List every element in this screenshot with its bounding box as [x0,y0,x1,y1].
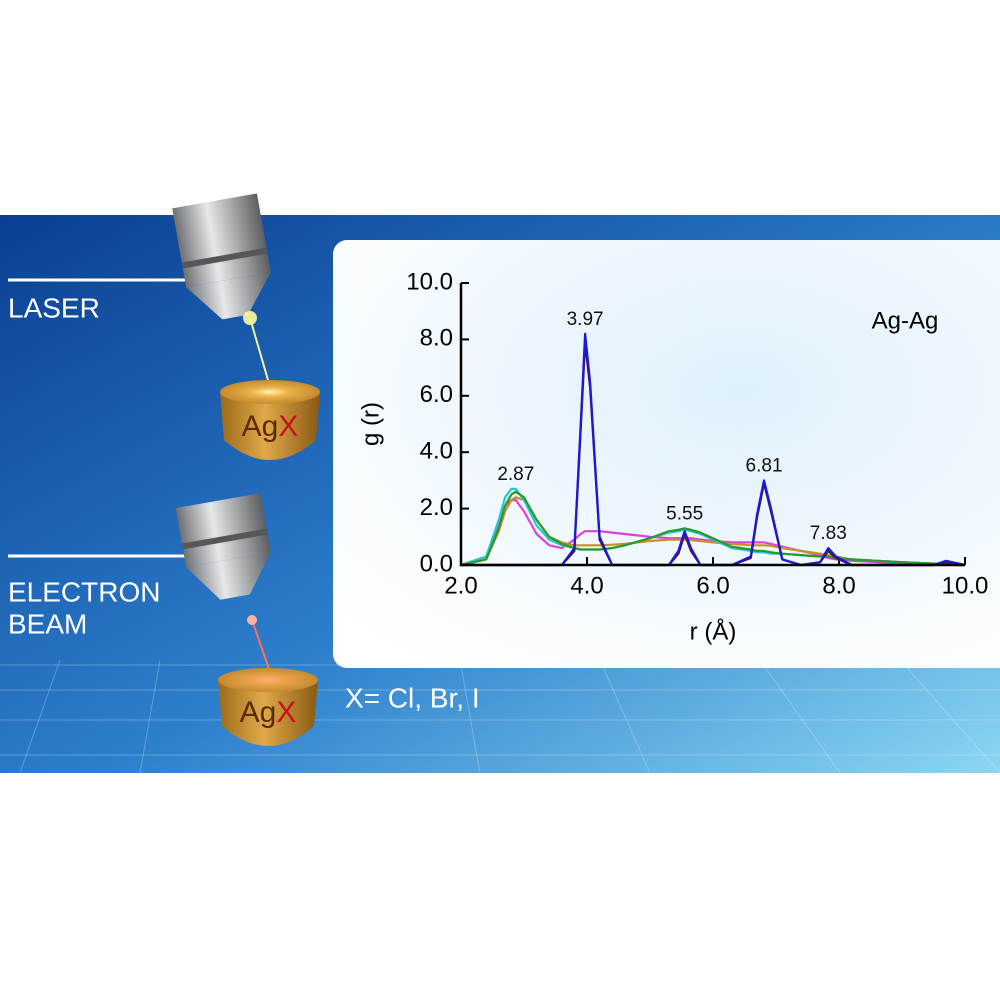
sample-element: Ag [242,410,279,443]
electron-label: ELECTRON [8,576,160,607]
floor-grid [0,659,1000,774]
peak-label: 6.81 [746,455,783,476]
sample-variable: X [278,410,298,443]
y-tick-label: 0.0 [420,550,453,577]
electron-label: BEAM [8,608,87,639]
y-tick-label: 2.0 [420,494,453,521]
y-tick-label: 8.0 [420,325,453,352]
x-tick-label: 6.0 [696,572,729,599]
y-tick-label: 4.0 [420,438,453,465]
peak-label: 7.83 [810,523,847,544]
sample-label: AgX [240,696,297,729]
electron-setup [8,493,318,746]
laser-label: LASER [8,292,100,323]
sample-label: AgX [242,410,299,443]
x-tick-label: 8.0 [822,572,855,599]
peak-label: 5.55 [666,503,703,524]
y-tick-label: 10.0 [406,268,453,295]
chart: 0.02.04.06.08.010.02.0 4.0 6.0 8.0 10.02.873… [357,268,988,645]
x-tick-label: 10.0 [942,572,989,599]
x-tick-label: 4.0 [570,572,603,599]
chart-panel [333,240,1000,668]
halide-note: X= Cl, Br, I [345,682,480,713]
laser-setup [8,193,320,460]
y-axis-title: g (r) [357,402,384,446]
annotation: Ag-Ag [872,307,939,334]
y-tick-label: 6.0 [420,381,453,408]
peak-label: 3.97 [567,309,604,330]
x-tick-label: 2.0 [444,572,477,599]
axes [459,283,965,567]
peak-label: 2.87 [497,464,534,485]
sample-element: Ag [240,696,277,729]
sample-variable: X [276,696,296,729]
x-axis-title: r (Å) [690,617,737,645]
